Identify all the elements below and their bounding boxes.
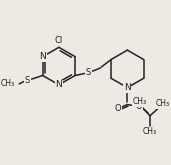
- Text: S: S: [25, 76, 30, 85]
- Text: CH₃: CH₃: [156, 99, 170, 108]
- Text: O: O: [135, 102, 142, 111]
- Text: S: S: [86, 68, 91, 77]
- Text: N: N: [124, 83, 131, 92]
- Text: Cl: Cl: [55, 36, 63, 45]
- Text: N: N: [39, 52, 46, 61]
- Text: O: O: [115, 104, 121, 113]
- Text: CH₃: CH₃: [0, 79, 15, 88]
- Text: CH₃: CH₃: [143, 127, 157, 136]
- Text: CH₃: CH₃: [133, 97, 147, 106]
- Text: N: N: [56, 80, 62, 89]
